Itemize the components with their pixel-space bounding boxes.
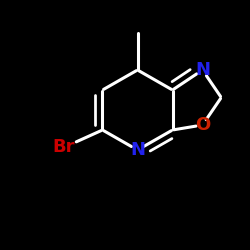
- Text: O: O: [195, 116, 210, 134]
- Text: Br: Br: [52, 138, 75, 156]
- Text: N: N: [130, 141, 145, 159]
- Text: N: N: [195, 61, 210, 79]
